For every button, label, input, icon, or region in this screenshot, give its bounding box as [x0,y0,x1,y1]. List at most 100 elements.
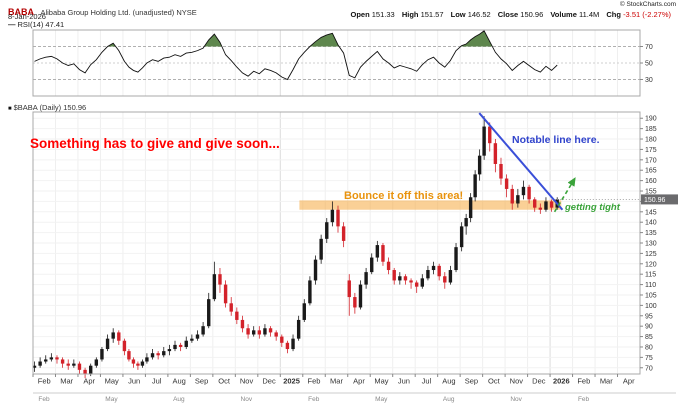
svg-text:Apr: Apr [353,377,365,386]
svg-text:160: 160 [645,178,657,185]
svg-text:185: 185 [645,126,657,133]
svg-text:Feb: Feb [308,396,320,403]
svg-text:Feb: Feb [577,377,590,386]
svg-text:50: 50 [645,61,653,68]
svg-text:85: 85 [645,334,653,341]
open-label: Open [350,10,370,19]
chart-header-title: BABA Alibaba Group Holding Ltd. (unadjus… [8,2,197,20]
annotation-orange-note: Bounce it off this area! [344,190,464,202]
rsi-legend-swatch-icon: — [8,20,16,29]
svg-text:145: 145 [645,209,657,216]
current-price-tag: 150.96 [556,194,678,205]
rsi-indicator [34,30,558,81]
svg-text:Mar: Mar [600,377,613,386]
svg-text:110: 110 [645,282,656,289]
annotation-red-note: Something has to give and give soon... [30,136,280,151]
svg-text:75: 75 [645,355,653,362]
svg-text:165: 165 [645,168,657,175]
mini-axis-strip: Feb May Aug Nov Feb May Aug Nov Feb [33,392,676,403]
svg-text:Oct: Oct [218,377,231,386]
x-axis-labels: Feb Mar Apr May Jun Jul Aug Sep Oct Nov Dec 2025 Feb… [32,374,635,386]
svg-text:Feb: Feb [578,396,590,403]
quote-line: Open 151.33 High 151.57 Low 146.52 Close… [351,10,677,19]
svg-text:Nov: Nov [241,396,253,403]
annotation-green-note: getting tight [565,202,620,213]
high-value: 151.57 [420,10,444,19]
open-value: 151.33 [371,10,395,19]
close-value: 150.96 [520,10,544,19]
svg-text:Sep: Sep [465,377,478,386]
svg-text:70: 70 [645,365,653,372]
svg-text:120: 120 [645,261,657,268]
low-label: Low [450,10,466,19]
close-label: Close [497,10,519,19]
price-axis-labels: 1901851801751701651601551501451401351301… [640,116,657,372]
svg-text:Mar: Mar [330,377,343,386]
svg-text:30: 30 [645,77,653,84]
price-legend-label: $BABA (Daily) 150.96 [13,103,87,112]
svg-text:100: 100 [645,303,657,310]
svg-text:Jul: Jul [152,377,162,386]
chg-label: Chg [606,10,621,19]
svg-text:Feb: Feb [308,377,321,386]
svg-text:May: May [105,377,119,386]
price-legend-swatch-icon: ■ [8,106,12,112]
svg-text:95: 95 [645,313,653,320]
volume-label: Volume [550,10,577,19]
price-legend: ■ $BABA (Daily) 150.96 [8,103,86,112]
svg-text:Jul: Jul [422,377,432,386]
svg-text:Aug: Aug [442,377,455,386]
low-value: 146.52 [467,10,491,19]
svg-text:Feb: Feb [38,396,50,403]
svg-text:180: 180 [645,137,657,144]
svg-text:Aug: Aug [172,377,185,386]
svg-text:May: May [374,377,388,386]
svg-text:135: 135 [645,230,657,237]
svg-text:Dec: Dec [262,377,276,386]
ticker-symbol: BABA [8,7,34,17]
company-name: Alibaba Group Holding Ltd. (unadjusted) … [40,8,197,17]
svg-text:Sep: Sep [195,377,208,386]
svg-text:130: 130 [645,241,657,248]
trendline-blue [478,112,564,211]
svg-text:90: 90 [645,324,653,331]
svg-text:Oct: Oct [488,377,501,386]
svg-text:150.96: 150.96 [644,197,666,204]
annotation-blue-note: Notable line here. [512,134,600,146]
volume-value: 11.4M [578,10,600,19]
svg-text:170: 170 [645,157,657,164]
svg-text:Aug: Aug [443,396,455,403]
svg-text:2026: 2026 [553,377,570,386]
candlesticks [32,116,559,379]
svg-text:May: May [105,396,118,403]
svg-text:Feb: Feb [38,377,51,386]
rsi-axis-labels: 70 50 30 [640,44,653,84]
svg-text:175: 175 [645,147,657,154]
svg-text:2025: 2025 [283,377,300,386]
svg-text:140: 140 [645,220,657,227]
svg-text:115: 115 [645,272,656,279]
rsi-legend: — RSI(14) 47.41 [8,20,64,29]
svg-text:105: 105 [645,292,657,299]
svg-text:Jun: Jun [398,377,410,386]
svg-text:Dec: Dec [532,377,546,386]
high-label: High [401,10,419,19]
copyright-text: © StockCharts.com [619,1,676,8]
svg-text:155: 155 [645,189,657,196]
chg-value: -3.51 (-2.27%) [623,10,671,19]
svg-text:Jun: Jun [128,377,140,386]
svg-text:Aug: Aug [173,396,185,403]
svg-text:Apr: Apr [623,377,635,386]
svg-text:Mar: Mar [60,377,73,386]
rsi-reference-lines [33,46,640,80]
svg-text:May: May [375,396,388,403]
chart-date: 8-Jan-2026 [8,12,46,21]
svg-text:70: 70 [645,44,653,51]
svg-text:80: 80 [645,344,653,351]
svg-text:Apr: Apr [83,377,95,386]
support-zone-highlight [299,200,562,210]
svg-text:125: 125 [645,251,657,258]
svg-text:Nov: Nov [510,396,522,403]
